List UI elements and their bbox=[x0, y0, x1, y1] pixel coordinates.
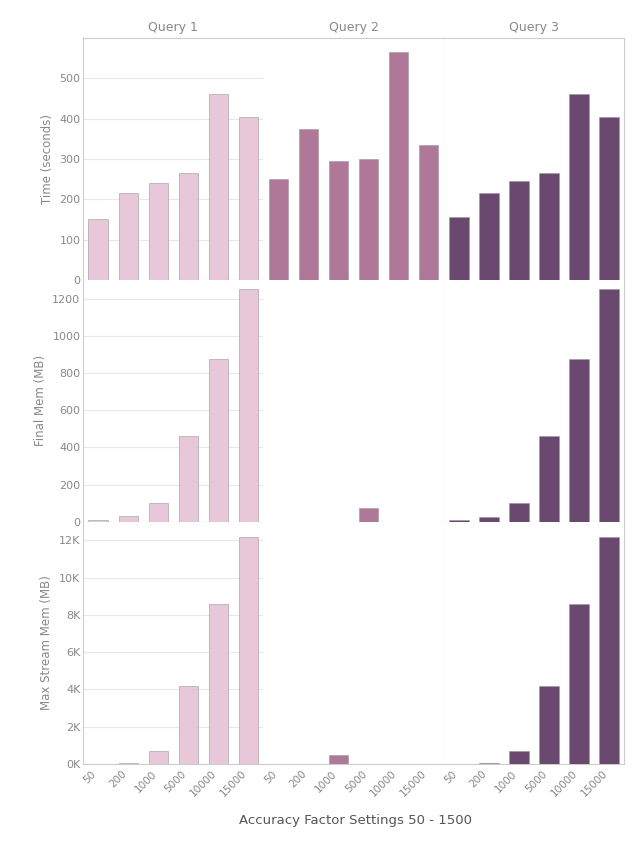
Bar bbox=[359, 159, 378, 280]
Y-axis label: Max Stream Mem (MB): Max Stream Mem (MB) bbox=[40, 576, 54, 711]
Bar bbox=[479, 517, 499, 522]
Bar bbox=[509, 751, 529, 764]
Bar bbox=[479, 763, 499, 764]
Title: Query 1: Query 1 bbox=[148, 21, 198, 34]
Title: Query 3: Query 3 bbox=[509, 21, 559, 34]
Bar bbox=[179, 685, 198, 764]
Bar bbox=[209, 359, 228, 522]
Title: Query 2: Query 2 bbox=[329, 21, 378, 34]
Bar bbox=[118, 517, 138, 522]
Y-axis label: Time (seconds): Time (seconds) bbox=[41, 114, 54, 204]
Bar bbox=[179, 173, 198, 280]
Bar bbox=[539, 173, 559, 280]
Bar bbox=[569, 95, 589, 280]
Text: Accuracy Factor Settings 50 - 1500: Accuracy Factor Settings 50 - 1500 bbox=[239, 814, 472, 827]
Bar bbox=[239, 116, 258, 280]
Bar bbox=[329, 161, 348, 280]
Y-axis label: Final Mem (MB): Final Mem (MB) bbox=[34, 355, 47, 446]
Bar bbox=[479, 193, 499, 280]
Bar bbox=[209, 95, 228, 280]
Bar bbox=[599, 289, 619, 522]
Bar bbox=[389, 52, 408, 280]
Bar bbox=[239, 537, 258, 764]
Bar bbox=[569, 603, 589, 764]
Bar bbox=[509, 503, 529, 522]
Bar bbox=[299, 128, 318, 280]
Bar bbox=[269, 179, 288, 280]
Bar bbox=[539, 436, 559, 522]
Bar bbox=[359, 508, 378, 522]
Bar bbox=[148, 503, 168, 522]
Bar bbox=[118, 763, 138, 764]
Bar bbox=[118, 193, 138, 280]
Bar bbox=[88, 520, 108, 522]
Bar bbox=[449, 218, 468, 280]
Bar bbox=[239, 289, 258, 522]
Bar bbox=[209, 603, 228, 764]
Bar bbox=[539, 685, 559, 764]
Bar bbox=[599, 116, 619, 280]
Bar bbox=[449, 520, 468, 522]
Bar bbox=[148, 183, 168, 280]
Bar bbox=[419, 145, 438, 280]
Bar bbox=[179, 436, 198, 522]
Bar bbox=[148, 751, 168, 764]
Bar bbox=[569, 359, 589, 522]
Bar bbox=[88, 219, 108, 280]
Bar bbox=[509, 181, 529, 280]
Bar bbox=[599, 537, 619, 764]
Bar bbox=[329, 755, 348, 764]
